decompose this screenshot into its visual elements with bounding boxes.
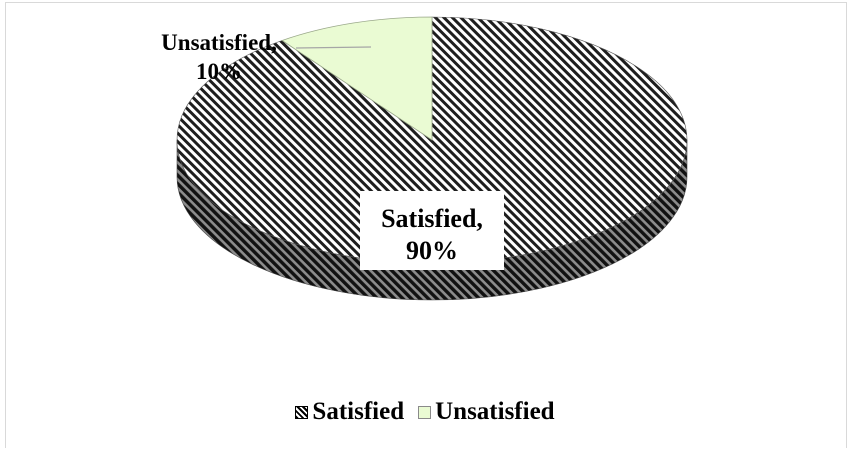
legend-swatch-satisfied: [295, 405, 309, 419]
data-label-unsatisfied-value: 10%: [196, 59, 242, 84]
legend-item-unsatisfied: Unsatisfied: [418, 398, 555, 426]
legend-swatch-unsatisfied: [418, 405, 432, 419]
data-label-satisfied-value: 90%: [406, 236, 458, 265]
data-label-unsatisfied-name: Unsatisfied,: [161, 30, 277, 55]
chart-legend: Satisfied Unsatisfied: [0, 398, 850, 426]
legend-label-unsatisfied: Unsatisfied: [435, 398, 555, 425]
data-label-satisfied-name: Satisfied,: [381, 204, 483, 233]
legend-item-satisfied: Satisfied: [295, 398, 404, 426]
chart-frame: [5, 2, 847, 448]
pie-slice-satisfied: [176, 16, 688, 264]
data-label-bg-satisfied: [360, 191, 504, 270]
legend-label-satisfied: Satisfied: [312, 398, 405, 425]
leader-line-unsatisfied: [295, 46, 372, 49]
